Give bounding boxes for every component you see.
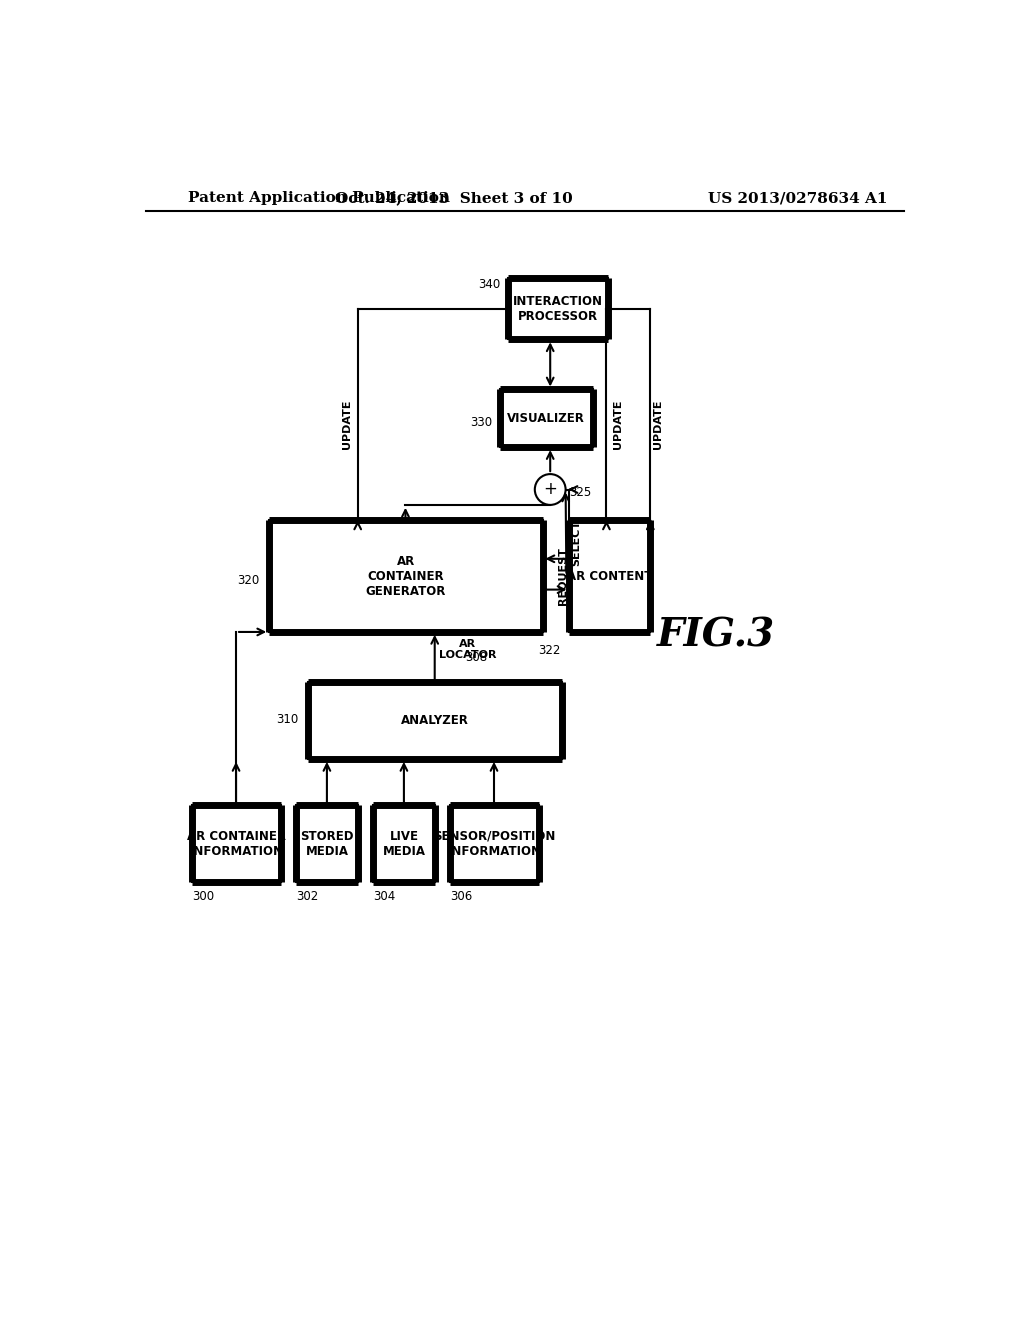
- Text: AR
CONTAINER
GENERATOR: AR CONTAINER GENERATOR: [366, 554, 446, 598]
- Text: Oct. 24, 2013  Sheet 3 of 10: Oct. 24, 2013 Sheet 3 of 10: [335, 191, 572, 206]
- Text: US 2013/0278634 A1: US 2013/0278634 A1: [708, 191, 888, 206]
- Bar: [569, 520, 650, 632]
- Text: 320: 320: [238, 574, 260, 587]
- Text: LIVE
MEDIA: LIVE MEDIA: [382, 830, 425, 858]
- Text: 330: 330: [470, 416, 493, 429]
- Bar: [296, 805, 357, 882]
- Bar: [269, 520, 543, 632]
- Text: 304: 304: [373, 890, 395, 903]
- Text: 300: 300: [193, 890, 214, 903]
- Circle shape: [535, 474, 565, 504]
- Text: 308: 308: [466, 651, 487, 664]
- Text: 340: 340: [478, 277, 500, 290]
- Text: SENSOR/POSITION
INFORMATION: SENSOR/POSITION INFORMATION: [433, 830, 556, 858]
- Text: Patent Application Publication: Patent Application Publication: [188, 191, 451, 206]
- Bar: [508, 277, 608, 339]
- Bar: [373, 805, 435, 882]
- Text: FIG.3: FIG.3: [656, 616, 775, 655]
- Text: REQUEST: REQUEST: [557, 546, 567, 605]
- Text: 302: 302: [296, 890, 318, 903]
- Text: VISUALIZER: VISUALIZER: [508, 412, 586, 425]
- Text: 325: 325: [568, 486, 591, 499]
- Text: UPDATE: UPDATE: [342, 400, 351, 449]
- Text: UPDATE: UPDATE: [652, 400, 663, 449]
- Text: UPDATE: UPDATE: [612, 400, 623, 449]
- Text: +: +: [544, 480, 557, 499]
- Bar: [193, 805, 281, 882]
- Bar: [500, 389, 593, 447]
- Text: 306: 306: [451, 890, 472, 903]
- Text: SELECT: SELECT: [571, 520, 581, 566]
- Text: 322: 322: [538, 644, 560, 656]
- Text: STORED
MEDIA: STORED MEDIA: [300, 830, 353, 858]
- Bar: [451, 805, 539, 882]
- Text: INTERACTION
PROCESSOR: INTERACTION PROCESSOR: [513, 294, 603, 322]
- Text: 310: 310: [276, 713, 298, 726]
- Text: AR CONTENT: AR CONTENT: [567, 570, 652, 582]
- Text: ANALYZER: ANALYZER: [400, 714, 469, 727]
- Text: AR
LOCATOR: AR LOCATOR: [438, 639, 496, 660]
- Text: AR CONTAINER
INFORMATION: AR CONTAINER INFORMATION: [187, 830, 286, 858]
- Bar: [307, 682, 562, 759]
